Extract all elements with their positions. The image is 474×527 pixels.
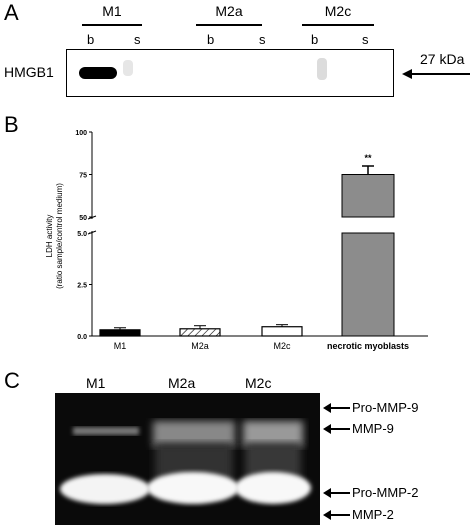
marker-label: 27 kDa <box>420 51 465 67</box>
y-tick-label: 50 <box>79 215 87 222</box>
hmgb1-row-label: HMGB1 <box>4 64 54 80</box>
panel-a-letter: A <box>4 0 19 25</box>
panel-a-group-m1: M1 <box>102 3 122 19</box>
band-label-mmp9: MMP-9 <box>352 421 394 436</box>
hmgb1-band <box>79 67 117 79</box>
zymogram-gel <box>55 393 320 525</box>
y-tick-label: 0.0 <box>77 334 87 341</box>
bar <box>341 174 395 218</box>
ldh-bar-chart: LDH activity (ratio sample/control mediu… <box>45 130 428 351</box>
band-arrow-icon <box>323 424 350 434</box>
x-tick-label: M1 <box>114 341 127 351</box>
zymogram-lane-m2a: M2a <box>168 375 196 391</box>
lane-label-s-3: s <box>362 32 369 47</box>
marker-arrow-icon <box>402 69 470 79</box>
panel-a-group-m2a: M2a <box>215 3 243 19</box>
western-blot-frame <box>66 49 394 97</box>
y-tick-label: 100 <box>75 130 87 137</box>
band-arrow-icon <box>323 510 350 520</box>
band-label-pro-mmp9: Pro-MMP-9 <box>352 400 419 415</box>
band-arrow-icon <box>323 403 350 413</box>
panel-b-letter: B <box>4 112 19 137</box>
zymogram-lane-m2c: M2c <box>245 375 272 391</box>
lane-label-s-2: s <box>259 32 266 47</box>
panel-a-group-m2c-line <box>302 24 374 26</box>
band-label-pro-mmp2: Pro-MMP-2 <box>352 485 419 500</box>
faint-smudge <box>123 60 133 76</box>
x-tick-label: M2c <box>273 341 291 351</box>
y-axis-label-line1: LDH activity <box>45 215 54 258</box>
y-tick-label: 75 <box>79 173 87 180</box>
panel-a-group-m2a-line <box>196 24 262 26</box>
y-tick-label: 5.0 <box>77 231 87 238</box>
bar <box>261 326 303 337</box>
x-tick-label: necrotic myoblasts <box>327 341 409 351</box>
panel-a-group-m1-line <box>82 24 142 26</box>
panel-a-group-m2c: M2c <box>324 3 352 19</box>
faint-smudge <box>317 58 327 80</box>
band-label-mmp2: MMP-2 <box>352 507 394 522</box>
lane-label-s-1: s <box>134 32 141 47</box>
panel-c-letter: C <box>4 368 20 393</box>
lane-label-b-1: b <box>87 32 95 47</box>
lane-label-b-2: b <box>207 32 215 47</box>
bar <box>179 328 221 337</box>
y-tick-label: 2.5 <box>77 283 87 290</box>
bar <box>99 329 141 337</box>
x-tick-label: M2a <box>191 341 209 351</box>
y-axis-label-line2: (ratio sample/control medium) <box>55 183 64 289</box>
bar <box>341 232 395 337</box>
significance-marker: ** <box>364 153 372 163</box>
lane-label-b-3: b <box>311 32 319 47</box>
band-arrow-icon <box>323 488 350 498</box>
zymogram-lane-m1: M1 <box>86 375 106 391</box>
